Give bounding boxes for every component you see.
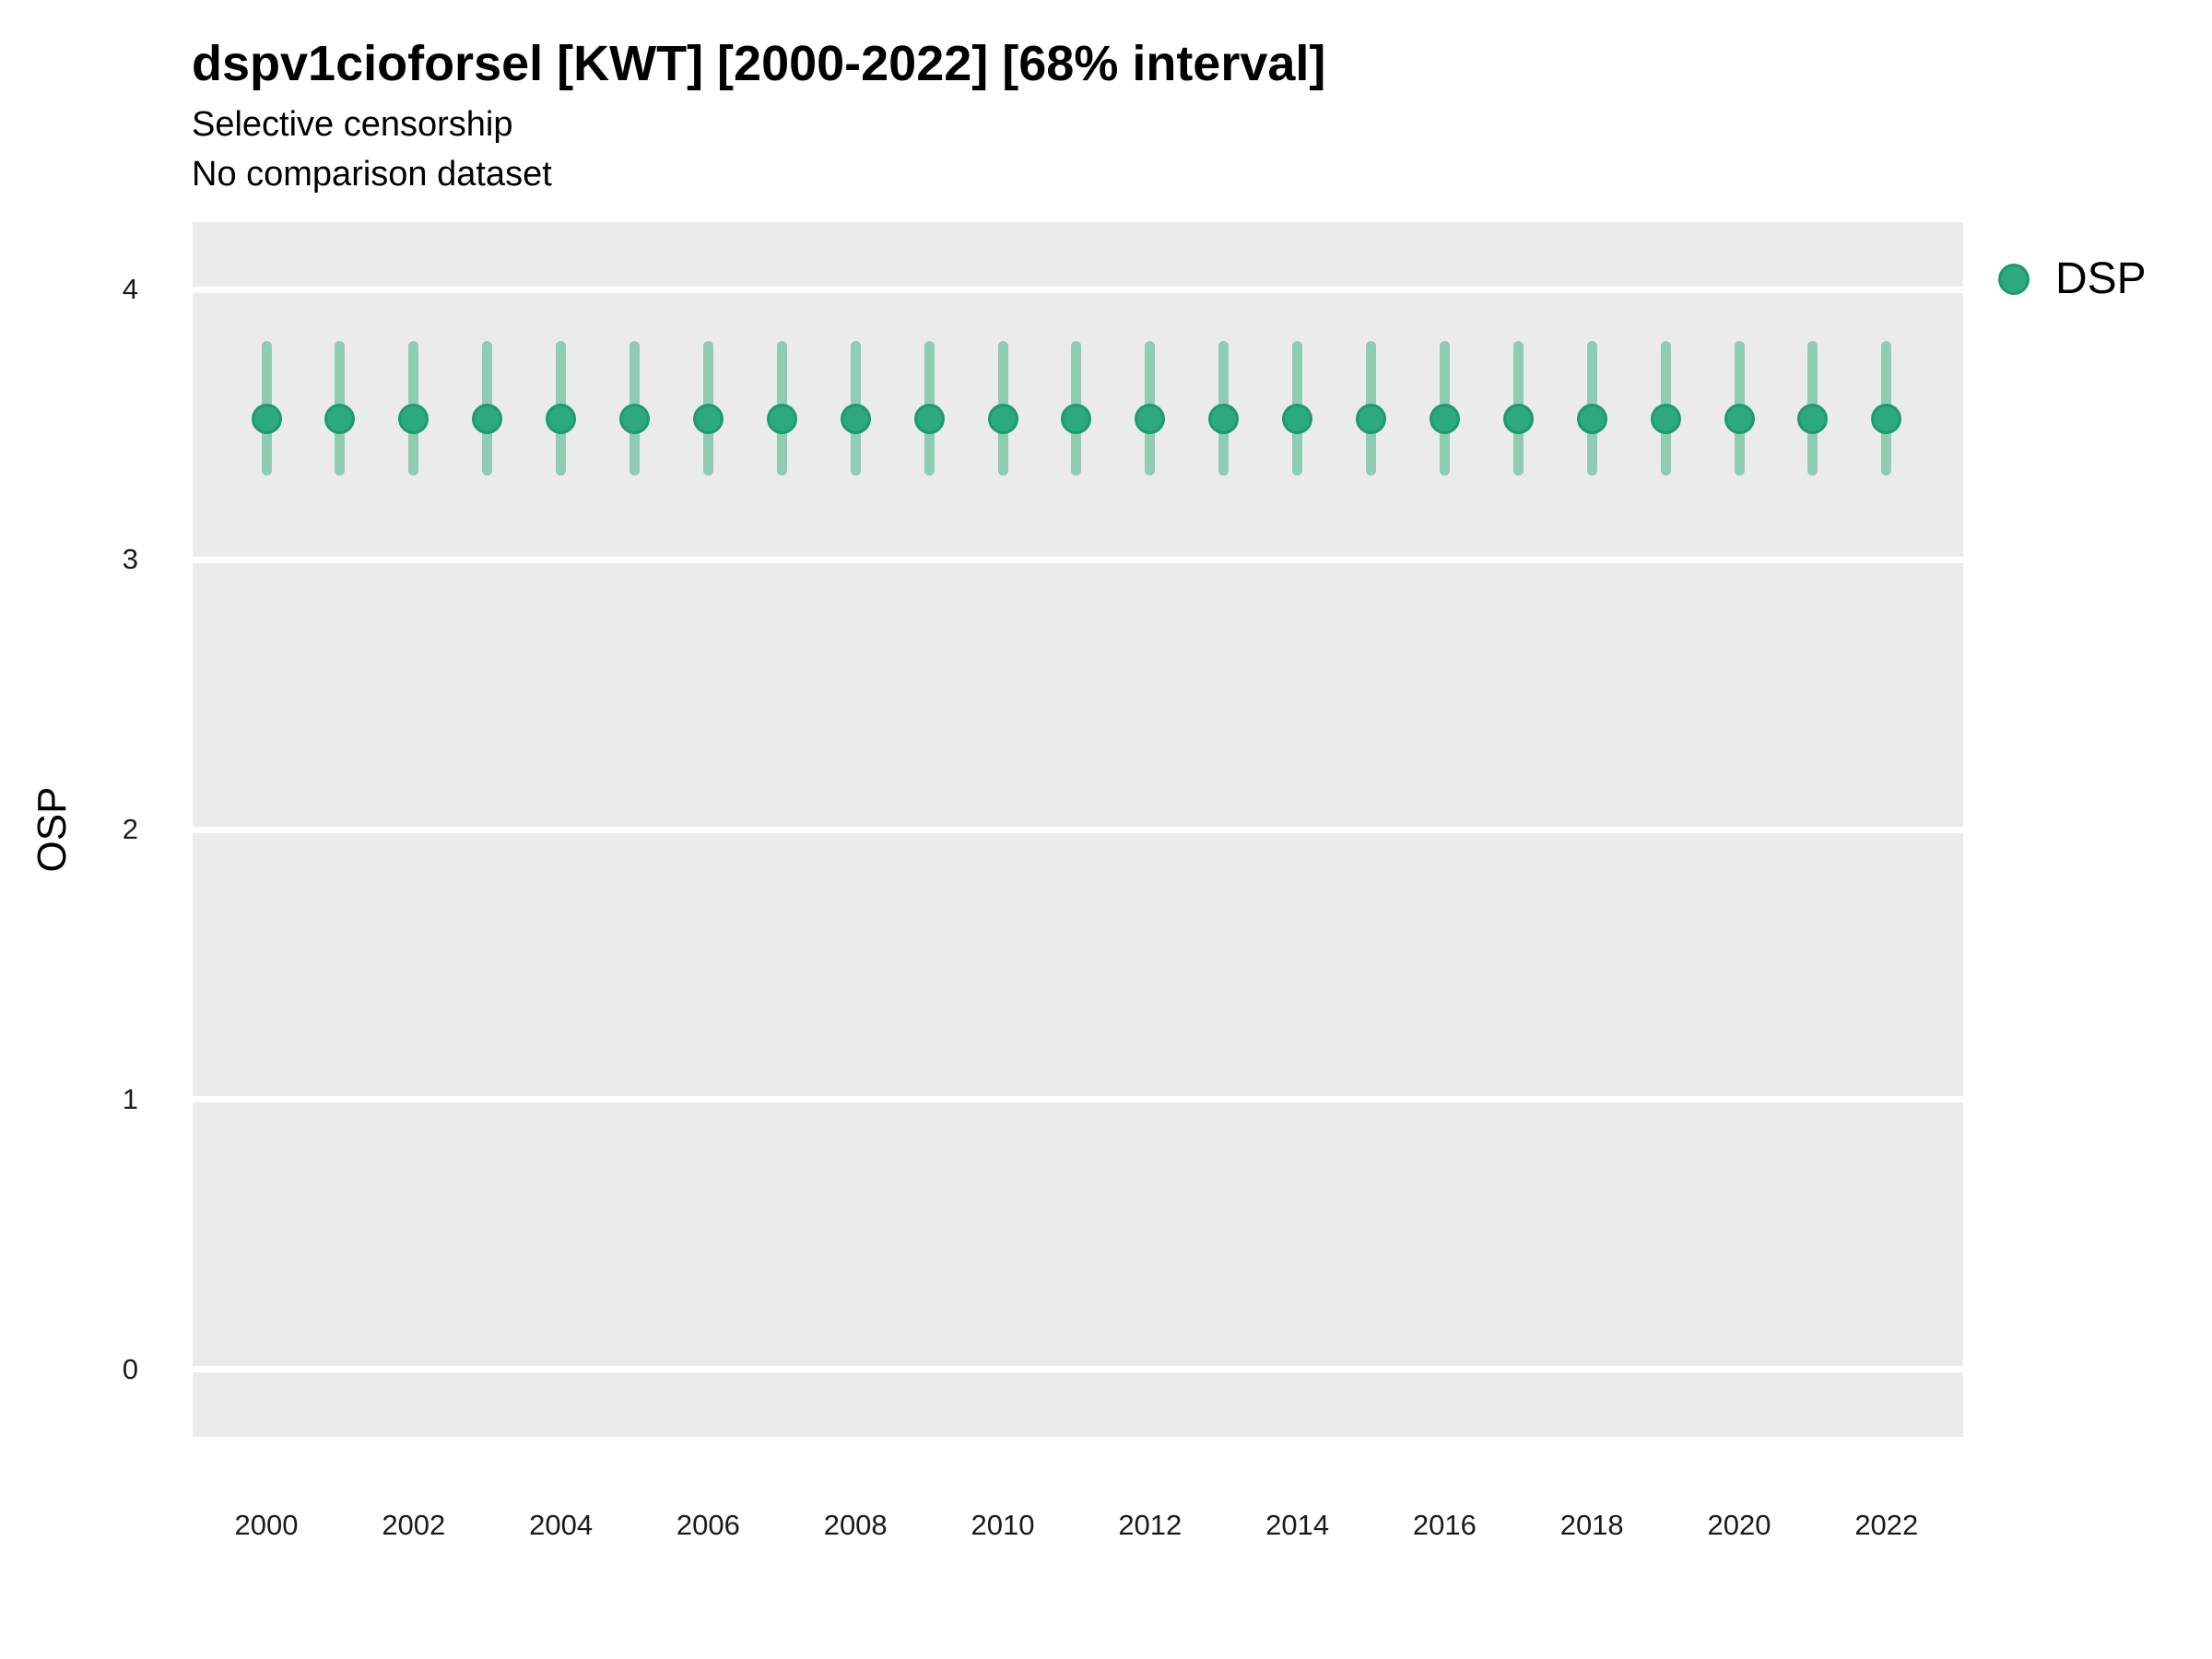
y-tick-label-4: 4 — [122, 273, 138, 306]
data-point-2011 — [1061, 404, 1092, 435]
data-point-2020 — [1724, 404, 1755, 435]
chart-title: dspv1cioforsel [KWT] [2000-2022] [68% in… — [192, 36, 1326, 91]
data-point-2022 — [1871, 404, 1902, 435]
gridline-y-2 — [193, 826, 1963, 833]
data-point-2007 — [766, 404, 797, 435]
data-point-2001 — [324, 404, 356, 435]
data-point-2000 — [251, 404, 282, 435]
gridline-y-3 — [193, 556, 1963, 563]
gridline-y-0 — [193, 1366, 1963, 1373]
x-tick-label-2010: 2010 — [971, 1509, 1035, 1541]
x-tick-label-2008: 2008 — [823, 1509, 888, 1541]
data-point-2014 — [1282, 404, 1313, 435]
data-point-2006 — [692, 404, 724, 435]
data-point-2015 — [1356, 404, 1386, 435]
chart-subtitle-line2: No comparison dataset — [192, 155, 552, 194]
data-point-2009 — [913, 404, 945, 435]
x-tick-label-2014: 2014 — [1265, 1509, 1330, 1541]
x-tick-label-2020: 2020 — [1707, 1509, 1771, 1541]
y-tick-label-0: 0 — [122, 1352, 138, 1385]
data-point-2017 — [1502, 404, 1534, 435]
data-point-2018 — [1576, 404, 1607, 435]
x-tick-label-2016: 2016 — [1412, 1509, 1477, 1541]
x-tick-label-2004: 2004 — [529, 1509, 594, 1541]
data-point-2008 — [840, 404, 871, 435]
legend-label: DSP — [2055, 254, 2147, 303]
data-point-2003 — [472, 404, 503, 435]
gridline-y-4 — [193, 286, 1963, 293]
data-point-2010 — [987, 404, 1018, 435]
x-tick-label-2022: 2022 — [1854, 1509, 1919, 1541]
data-point-2005 — [619, 404, 650, 435]
data-point-2019 — [1650, 404, 1681, 435]
data-point-2002 — [398, 404, 429, 435]
plot-panel — [193, 222, 1963, 1437]
chart-subtitle-line1: Selective censorship — [192, 105, 513, 144]
gridline-y-1 — [193, 1096, 1963, 1103]
y-tick-label-1: 1 — [122, 1082, 138, 1115]
data-point-2012 — [1135, 404, 1166, 435]
data-point-2021 — [1797, 404, 1829, 435]
legend-marker-icon — [1998, 264, 2030, 295]
y-tick-label-2: 2 — [122, 813, 138, 845]
data-point-2016 — [1429, 404, 1460, 435]
x-tick-label-2012: 2012 — [1118, 1509, 1182, 1541]
x-tick-label-2006: 2006 — [676, 1509, 740, 1541]
x-tick-label-2018: 2018 — [1559, 1509, 1624, 1541]
x-tick-label-2002: 2002 — [382, 1509, 446, 1541]
data-point-2004 — [546, 404, 577, 435]
legend: DSP — [1998, 251, 2147, 308]
y-tick-label-3: 3 — [122, 543, 138, 576]
x-tick-label-2000: 2000 — [234, 1509, 299, 1541]
data-point-2013 — [1208, 404, 1240, 435]
